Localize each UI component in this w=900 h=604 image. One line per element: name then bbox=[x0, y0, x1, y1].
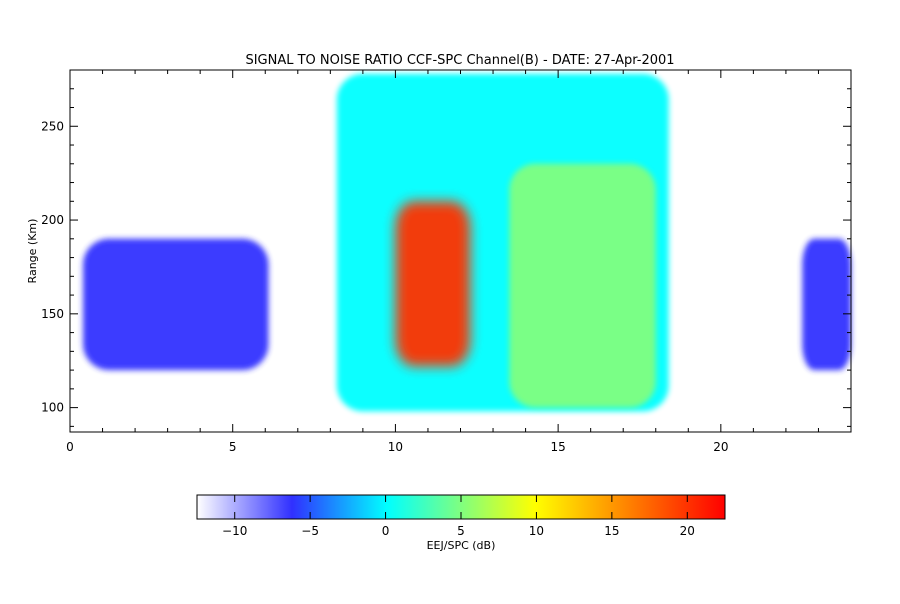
y-tick-label: 150 bbox=[41, 307, 64, 321]
heat-region-4 bbox=[509, 163, 656, 408]
heat-region-3 bbox=[395, 201, 471, 367]
y-tick-label: 200 bbox=[41, 213, 64, 227]
x-tick-label: 0 bbox=[66, 440, 74, 454]
colorbar-tick-label: 5 bbox=[457, 524, 465, 538]
y-tick-label: 250 bbox=[41, 119, 64, 133]
x-tick-label: 15 bbox=[550, 440, 565, 454]
colorbar-tick-label: −10 bbox=[222, 524, 247, 538]
heatmap-regions bbox=[83, 73, 851, 412]
colorbar-ticks: −10 −5 0 5 10 15 20 bbox=[222, 495, 695, 538]
x-tick-label: 5 bbox=[229, 440, 237, 454]
x-tick-label: 20 bbox=[713, 440, 728, 454]
colorbar-label: EEJ/SPC (dB) bbox=[427, 539, 496, 552]
heat-region-1 bbox=[83, 238, 269, 371]
x-axis: 0 5 10 15 20 bbox=[66, 70, 852, 454]
colorbar-tick-label: 0 bbox=[382, 524, 390, 538]
y-tick-label: 100 bbox=[41, 401, 64, 415]
heat-region-5 bbox=[802, 238, 851, 371]
x-tick-label: 10 bbox=[388, 440, 403, 454]
colorbar-tick-label: 20 bbox=[680, 524, 695, 538]
y-axis: 100 150 200 250 bbox=[41, 69, 851, 427]
chart-title: SIGNAL TO NOISE RATIO CCF-SPC Channel(B)… bbox=[245, 53, 674, 68]
colorbar-tick-label: −5 bbox=[301, 524, 319, 538]
y-axis-label: Range (Km) bbox=[26, 219, 39, 284]
colorbar-tick-label: 10 bbox=[529, 524, 544, 538]
colorbar-tick-label: 15 bbox=[604, 524, 619, 538]
